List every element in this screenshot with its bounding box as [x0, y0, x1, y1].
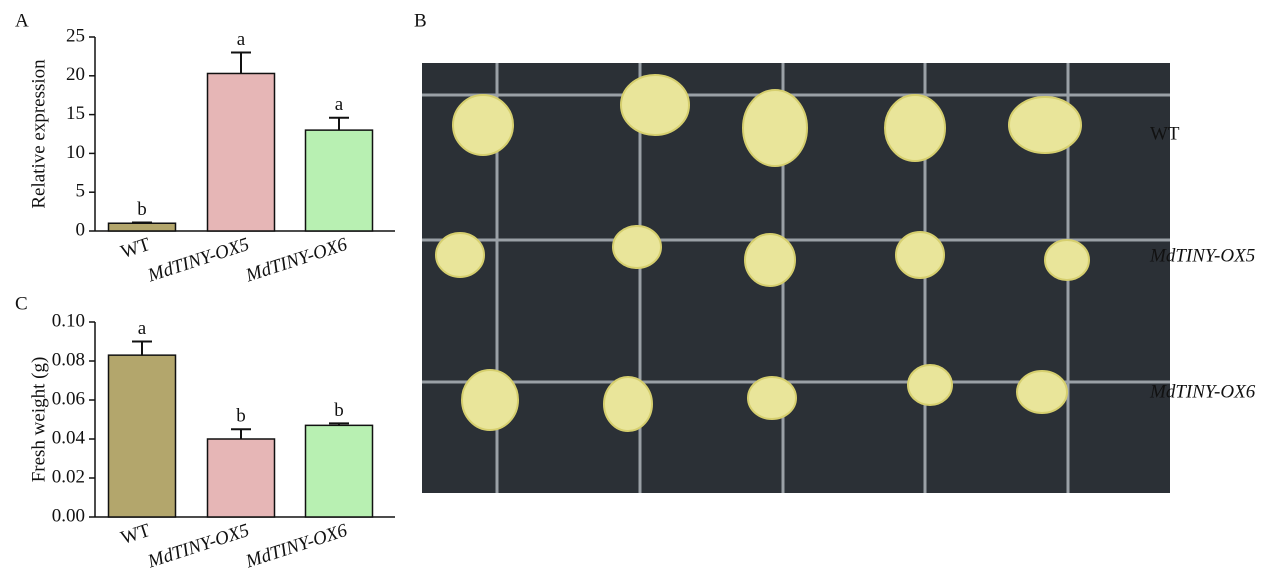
row-label: WT [1150, 123, 1180, 144]
callus [908, 365, 952, 405]
bar [208, 73, 275, 231]
y-tick-label: 0.06 [52, 388, 85, 409]
bar [208, 439, 275, 517]
significance-letter: a [138, 318, 147, 339]
callus [604, 377, 652, 431]
callus [462, 370, 518, 430]
x-tick-label: MdTINY-OX6 [242, 520, 350, 573]
significance-letter: b [236, 406, 246, 427]
callus [1017, 371, 1067, 413]
y-tick-label: 0.08 [52, 349, 85, 370]
y-tick-label: 5 [76, 181, 86, 202]
bar-chart: C Fresh weight (g) 0.00 0.02 0.04 0.06 0.08 0.1… [15, 293, 395, 572]
y-axis-label: Fresh weight (g) [28, 357, 49, 483]
significance-letter: b [334, 400, 344, 421]
significance-letter: a [237, 29, 246, 50]
y-tick-label: 15 [66, 103, 85, 124]
error-bar [329, 118, 349, 130]
callus [745, 234, 795, 286]
bar [306, 130, 373, 231]
panel-label: A [15, 10, 29, 31]
significance-letter: b [137, 199, 147, 220]
callus [436, 233, 484, 277]
panel-label: B [414, 10, 427, 31]
significance-letter: a [335, 94, 344, 115]
x-tick-label: MdTINY-OX5 [144, 234, 252, 287]
callus [743, 90, 807, 166]
y-tick-label: 10 [66, 142, 85, 163]
bar [109, 355, 176, 517]
x-tick-label: WT [118, 234, 153, 263]
y-tick-label: 0.04 [52, 427, 86, 448]
error-bar [132, 222, 152, 223]
row-label: MdTINY-OX5 [1149, 245, 1255, 266]
x-tick-label: MdTINY-OX5 [144, 520, 252, 573]
y-tick-label: 25 [66, 25, 85, 46]
x-tick-label: MdTINY-OX6 [242, 234, 350, 287]
y-tick-label: 20 [66, 64, 85, 85]
callus [885, 95, 945, 161]
row-label: MdTINY-OX6 [1149, 381, 1256, 402]
bar-chart: A Relative expression 0 5 10 15 20 25 b WT a MdTINY… [15, 10, 395, 286]
bar [109, 223, 176, 231]
y-tick-label: 0 [76, 219, 86, 240]
callus [621, 75, 689, 135]
callus [453, 95, 513, 155]
panel-label: C [15, 293, 28, 314]
y-tick-label: 0.02 [52, 466, 85, 487]
bar [306, 425, 373, 517]
figure: B WT MdTINY-OX5 MdTINY-OX6 A Relative exp… [0, 0, 1288, 585]
y-tick-label: 0.10 [52, 310, 85, 331]
error-bar [231, 429, 251, 439]
y-tick-label: 0.00 [52, 505, 85, 526]
error-bar [132, 342, 152, 356]
error-bar [231, 53, 251, 74]
x-tick-label: WT [118, 520, 153, 549]
callus [896, 232, 944, 278]
callus [613, 226, 661, 268]
callus [1009, 97, 1081, 153]
y-axis-label: Relative expression [28, 59, 49, 209]
callus [1045, 240, 1089, 280]
callus [748, 377, 796, 419]
photo [422, 63, 1170, 493]
